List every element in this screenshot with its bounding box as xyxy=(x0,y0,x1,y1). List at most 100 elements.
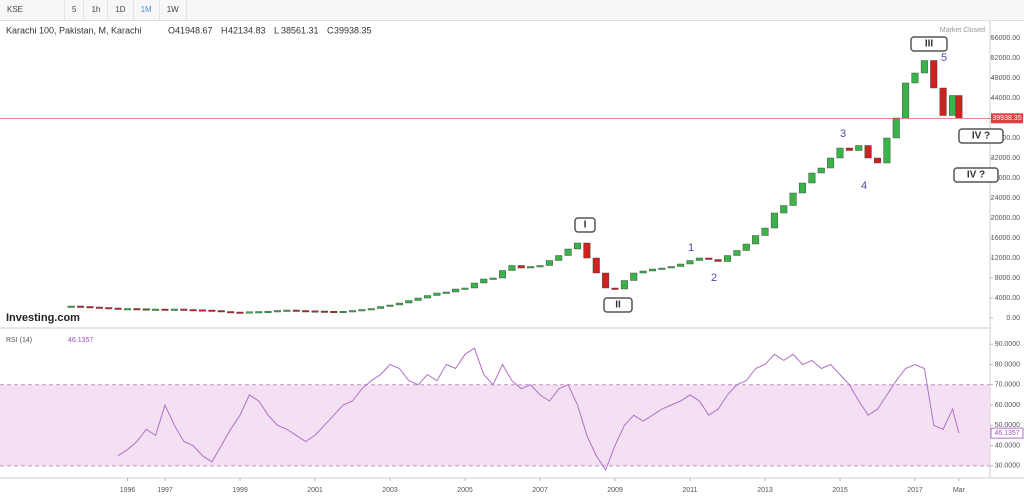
candle-body xyxy=(274,310,281,313)
y-tick-label: 4000.00 xyxy=(995,295,1020,302)
rsi-y-tick-label: 80.0000 xyxy=(995,361,1020,368)
candle-body xyxy=(799,182,806,194)
candle-body xyxy=(95,306,103,309)
candle-body xyxy=(311,310,319,313)
candle-body xyxy=(705,257,713,260)
candle-body xyxy=(527,266,535,269)
symbol-box[interactable]: KSE xyxy=(0,0,65,20)
candle-body xyxy=(133,308,141,311)
candle-body xyxy=(620,280,628,290)
candle-body xyxy=(386,304,394,307)
candle-body xyxy=(911,72,919,84)
ohlc-key: H xyxy=(221,25,228,35)
candle-body xyxy=(395,302,403,306)
candle-body xyxy=(583,242,591,259)
candle-body xyxy=(152,308,160,311)
candle-body xyxy=(264,311,272,313)
candle-body xyxy=(649,268,656,272)
ohlc-key: O xyxy=(168,25,175,35)
candle-body xyxy=(255,311,263,314)
wave-label: I xyxy=(584,220,587,231)
candle-body xyxy=(283,309,291,312)
candle-body xyxy=(292,309,300,312)
candle-body xyxy=(114,307,122,310)
candle-body xyxy=(545,260,553,266)
y-tick-label: 24000.00 xyxy=(991,195,1020,202)
y-tick-label: 20000.00 xyxy=(991,215,1020,222)
candle-body xyxy=(67,305,75,308)
candle-body xyxy=(836,147,844,159)
x-tick-label: 1997 xyxy=(157,487,173,494)
candle-body xyxy=(855,145,863,151)
wave-label: 4 xyxy=(861,180,867,192)
candle-body xyxy=(377,306,385,309)
ohlc-value: 41948.67 xyxy=(175,25,213,35)
y-tick-label: 52000.00 xyxy=(991,55,1020,62)
candle-body xyxy=(508,265,516,271)
x-tick-label: 2017 xyxy=(907,487,923,494)
candle-body xyxy=(920,60,928,74)
x-tick-label: 2013 xyxy=(757,487,773,494)
x-tick-label: 1999 xyxy=(232,487,248,494)
y-tick-label: 36000.00 xyxy=(991,135,1020,142)
y-tick-label: 44000.00 xyxy=(991,95,1020,102)
last-price-label: 39938.35 xyxy=(992,115,1021,122)
ohlc-key: L xyxy=(274,25,279,35)
candle-body xyxy=(142,308,150,311)
candle-body xyxy=(630,272,638,281)
x-tick-label: 2001 xyxy=(307,487,323,494)
rsi-value: 46.1357 xyxy=(68,337,93,344)
candle-body xyxy=(170,308,178,311)
wave-label: IV ? xyxy=(967,170,985,181)
y-tick-label: 12000.00 xyxy=(991,255,1020,262)
interval-button[interactable]: 1h xyxy=(84,0,109,20)
y-tick-label: 48000.00 xyxy=(991,75,1020,82)
candle-body xyxy=(752,235,760,245)
candle-body xyxy=(639,270,647,274)
candle-body xyxy=(208,309,216,312)
rsi-y-tick-label: 70.0000 xyxy=(995,382,1020,389)
candle-body xyxy=(77,305,85,308)
ohlc-key: C xyxy=(327,25,334,35)
candle-body xyxy=(902,82,910,119)
wave-label: 5 xyxy=(941,52,947,64)
candle-body xyxy=(499,270,506,279)
ohlc-value: 38561.31 xyxy=(281,25,319,35)
candle-body xyxy=(733,250,741,256)
interval-button[interactable]: 1M xyxy=(134,0,160,20)
candle-body xyxy=(489,277,497,280)
interval-button[interactable]: 1D xyxy=(108,0,134,20)
wave-box xyxy=(953,167,999,183)
rsi-y-tick-label: 50.0000 xyxy=(995,422,1020,429)
candle-body xyxy=(939,87,947,116)
rsi-title: RSI (14) xyxy=(6,337,32,344)
candle-body xyxy=(236,311,244,314)
x-tick-label: 1996 xyxy=(120,487,136,494)
candle-body xyxy=(955,95,963,119)
interval-button[interactable]: 5 xyxy=(65,0,85,20)
candle-body xyxy=(564,248,572,256)
rsi-line xyxy=(117,347,960,471)
candle-body xyxy=(461,287,469,290)
candle-body xyxy=(658,267,666,270)
wave-label: IV ? xyxy=(972,131,990,142)
candle-body xyxy=(827,157,835,169)
last-price-box xyxy=(991,113,1023,124)
y-tick-label: 32000.00 xyxy=(991,155,1020,162)
candle-body xyxy=(667,266,675,269)
candle-body xyxy=(161,308,169,311)
candle-body xyxy=(330,311,338,313)
ohlc-value: 42134.83 xyxy=(228,25,266,35)
rsi-band xyxy=(0,384,990,466)
interval-button[interactable]: 1W xyxy=(160,0,187,20)
wave-label: 3 xyxy=(840,128,846,140)
candle-body xyxy=(724,255,731,262)
candle-body xyxy=(892,117,900,139)
candle-body xyxy=(180,308,188,311)
candle-body xyxy=(770,212,778,229)
wave-label: 1 xyxy=(688,242,694,254)
candle-body xyxy=(189,309,197,312)
candle-body xyxy=(433,292,441,296)
logo: Investing.com xyxy=(6,312,80,324)
candle-body xyxy=(414,297,422,301)
